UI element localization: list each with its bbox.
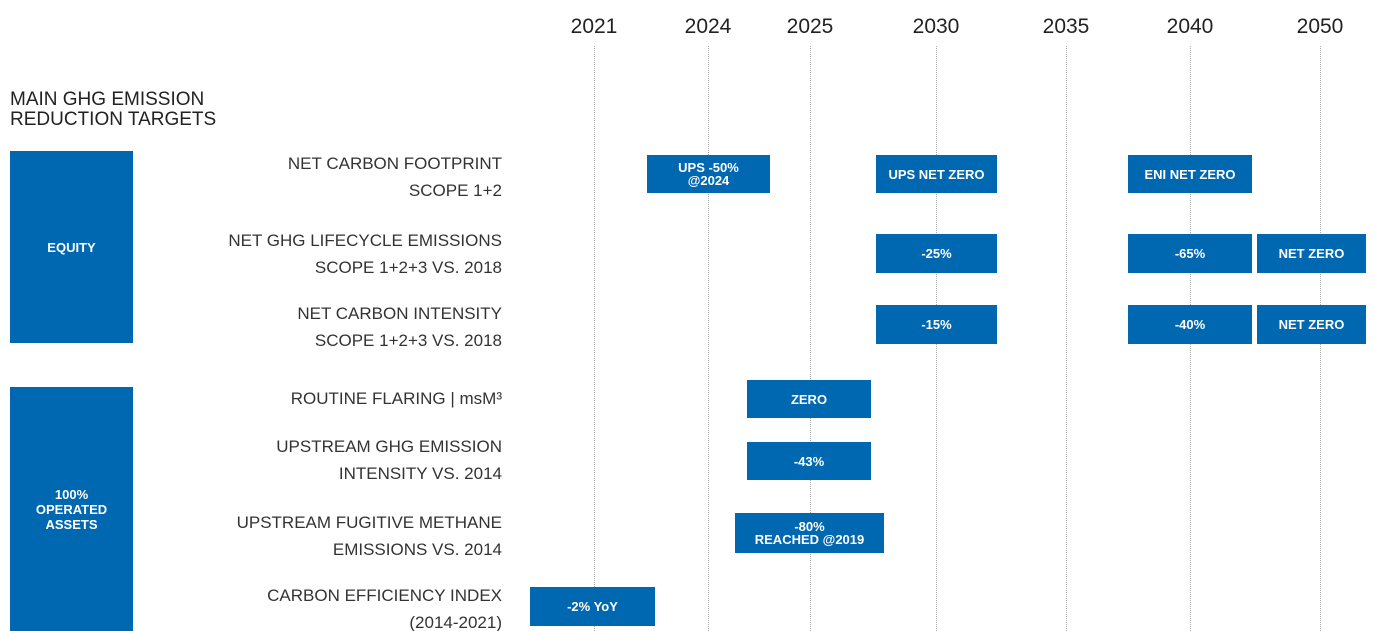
row-label-line: EMISSIONS VS. 2014: [332, 540, 502, 559]
row-label-line: ROUTINE FLARING | msM³: [290, 389, 502, 408]
row-label: NET CARBON FOOTPRINT SCOPE 1+2: [288, 150, 502, 204]
target-box: NET ZERO: [1257, 234, 1366, 273]
target-text: ENI NET ZERO: [1144, 166, 1236, 182]
target-box: ENI NET ZERO: [1128, 155, 1252, 193]
target-text: -65%: [1174, 246, 1206, 261]
target-text: NET ZERO: [1278, 246, 1345, 261]
year-label: 2035: [1042, 15, 1090, 38]
row-label-line: NET CARBON FOOTPRINT: [287, 154, 502, 173]
title-line: REDUCTION TARGETS: [10, 109, 217, 130]
title: MAIN GHG EMISSION REDUCTION TARGETS: [10, 90, 216, 130]
row-label-line: NET GHG LIFECYCLE EMISSIONS: [228, 231, 502, 250]
target-text: @2024: [687, 173, 730, 188]
row-label: UPSTREAM GHG EMISSION INTENSITY VS. 2014: [276, 433, 502, 487]
target-text: -40%: [1174, 317, 1206, 332]
row-label-line: SCOPE 1+2: [408, 181, 502, 200]
group-label: EQUITY: [47, 239, 96, 255]
year-guide: [810, 46, 811, 631]
target-text: -15%: [921, 317, 952, 332]
target-box: ZERO: [747, 380, 871, 418]
target-text: NET ZERO: [1278, 317, 1345, 332]
year-guide: [1066, 46, 1067, 631]
target-text: ZERO: [790, 391, 828, 407]
row-label-line: (2014-2021): [409, 613, 502, 631]
target-text: UPS NET ZERO: [888, 166, 985, 182]
row-label: UPSTREAM FUGITIVE METHANE EMISSIONS VS. 2…: [237, 509, 502, 563]
target-box: -15%: [876, 305, 997, 344]
year-guide: [708, 46, 709, 631]
row-label-line: UPSTREAM FUGITIVE METHANE: [236, 513, 502, 532]
group-label: ASSETS: [45, 516, 98, 532]
row-label: ROUTINE FLARING | msM³: [291, 385, 502, 412]
group-label: 100%: [54, 486, 89, 502]
target-box: UPS NET ZERO: [876, 155, 997, 193]
target-box: -2% YoY: [530, 587, 655, 626]
row-label: CARBON EFFICIENCY INDEX (2014-2021): [267, 582, 502, 631]
target-box: -43%: [747, 442, 871, 480]
year-label: 2040: [1166, 15, 1214, 38]
row-label-line: UPSTREAM GHG EMISSION: [276, 437, 502, 456]
title-line: MAIN GHG EMISSION: [10, 89, 205, 110]
row-label-line: INTENSITY VS. 2014: [338, 464, 502, 483]
target-text: -2% YoY: [567, 599, 618, 614]
target-text: UPS -50%: [678, 160, 739, 175]
target-box: UPS -50% @2024: [647, 155, 770, 193]
year-label: 2030: [912, 15, 960, 38]
group-label: OPERATED: [35, 501, 108, 517]
row-label-line: NET CARBON INTENSITY: [297, 304, 502, 323]
group-box: 100% OPERATED ASSETS: [10, 387, 133, 631]
row-label-line: SCOPE 1+2+3 VS. 2018: [314, 331, 502, 350]
year-guide: [594, 46, 595, 631]
target-box: -40%: [1128, 305, 1252, 344]
group-box: EQUITY: [10, 151, 133, 343]
target-text: -80%: [794, 519, 825, 534]
year-label: 2024: [684, 15, 732, 38]
target-box: -80% REACHED @2019: [735, 513, 884, 553]
target-box: NET ZERO: [1257, 305, 1366, 344]
target-box: -25%: [876, 234, 997, 273]
row-label-line: SCOPE 1+2+3 VS. 2018: [314, 258, 502, 277]
target-text: -43%: [793, 453, 825, 469]
target-text: -25%: [921, 246, 952, 261]
year-label: 2025: [786, 15, 834, 38]
row-label: NET CARBON INTENSITY SCOPE 1+2+3 VS. 2018: [297, 300, 502, 354]
row-label: NET GHG LIFECYCLE EMISSIONS SCOPE 1+2+3 V…: [228, 227, 502, 281]
target-box: -65%: [1128, 234, 1252, 273]
year-label: 2021: [570, 15, 618, 38]
row-label-line: CARBON EFFICIENCY INDEX: [267, 586, 502, 605]
year-label: 2050: [1296, 15, 1344, 38]
target-text: REACHED @2019: [754, 532, 865, 547]
